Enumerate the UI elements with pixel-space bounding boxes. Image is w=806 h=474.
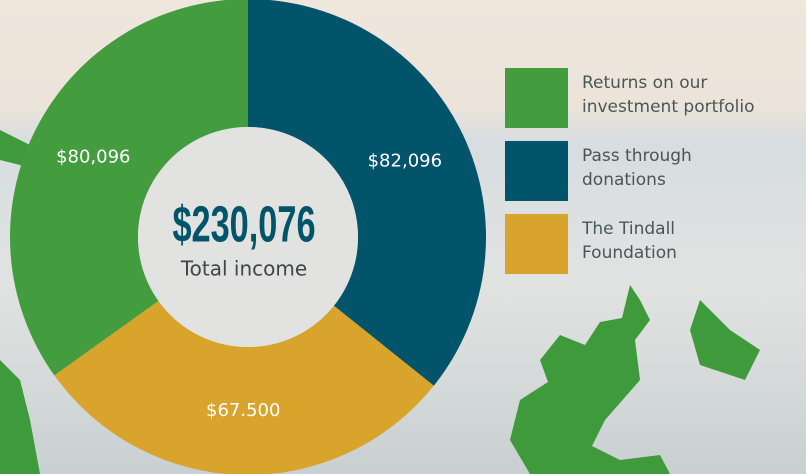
legend-line: Foundation bbox=[582, 243, 677, 263]
legend-swatch bbox=[505, 68, 568, 128]
data-label: $82,096 bbox=[368, 151, 442, 172]
legend-swatch bbox=[505, 214, 568, 274]
data-label: $67.500 bbox=[206, 400, 280, 421]
legend-line: donations bbox=[582, 170, 666, 190]
chart: $82,096 $67.500 $80,096 $230,076 Total inc… bbox=[0, 0, 806, 474]
page: $82,096 $67.500 $80,096 $230,076 Total inc… bbox=[0, 0, 806, 474]
legend-swatch bbox=[505, 141, 568, 201]
total-value: $230,076 bbox=[172, 197, 315, 253]
legend-line: The Tindall bbox=[581, 219, 675, 239]
legend-line: Returns on our bbox=[582, 73, 707, 93]
legend-line: investment portfolio bbox=[582, 97, 754, 117]
center-label: Total income bbox=[180, 257, 307, 281]
data-label: $80,096 bbox=[56, 146, 130, 167]
legend-line: Pass through bbox=[582, 146, 692, 166]
